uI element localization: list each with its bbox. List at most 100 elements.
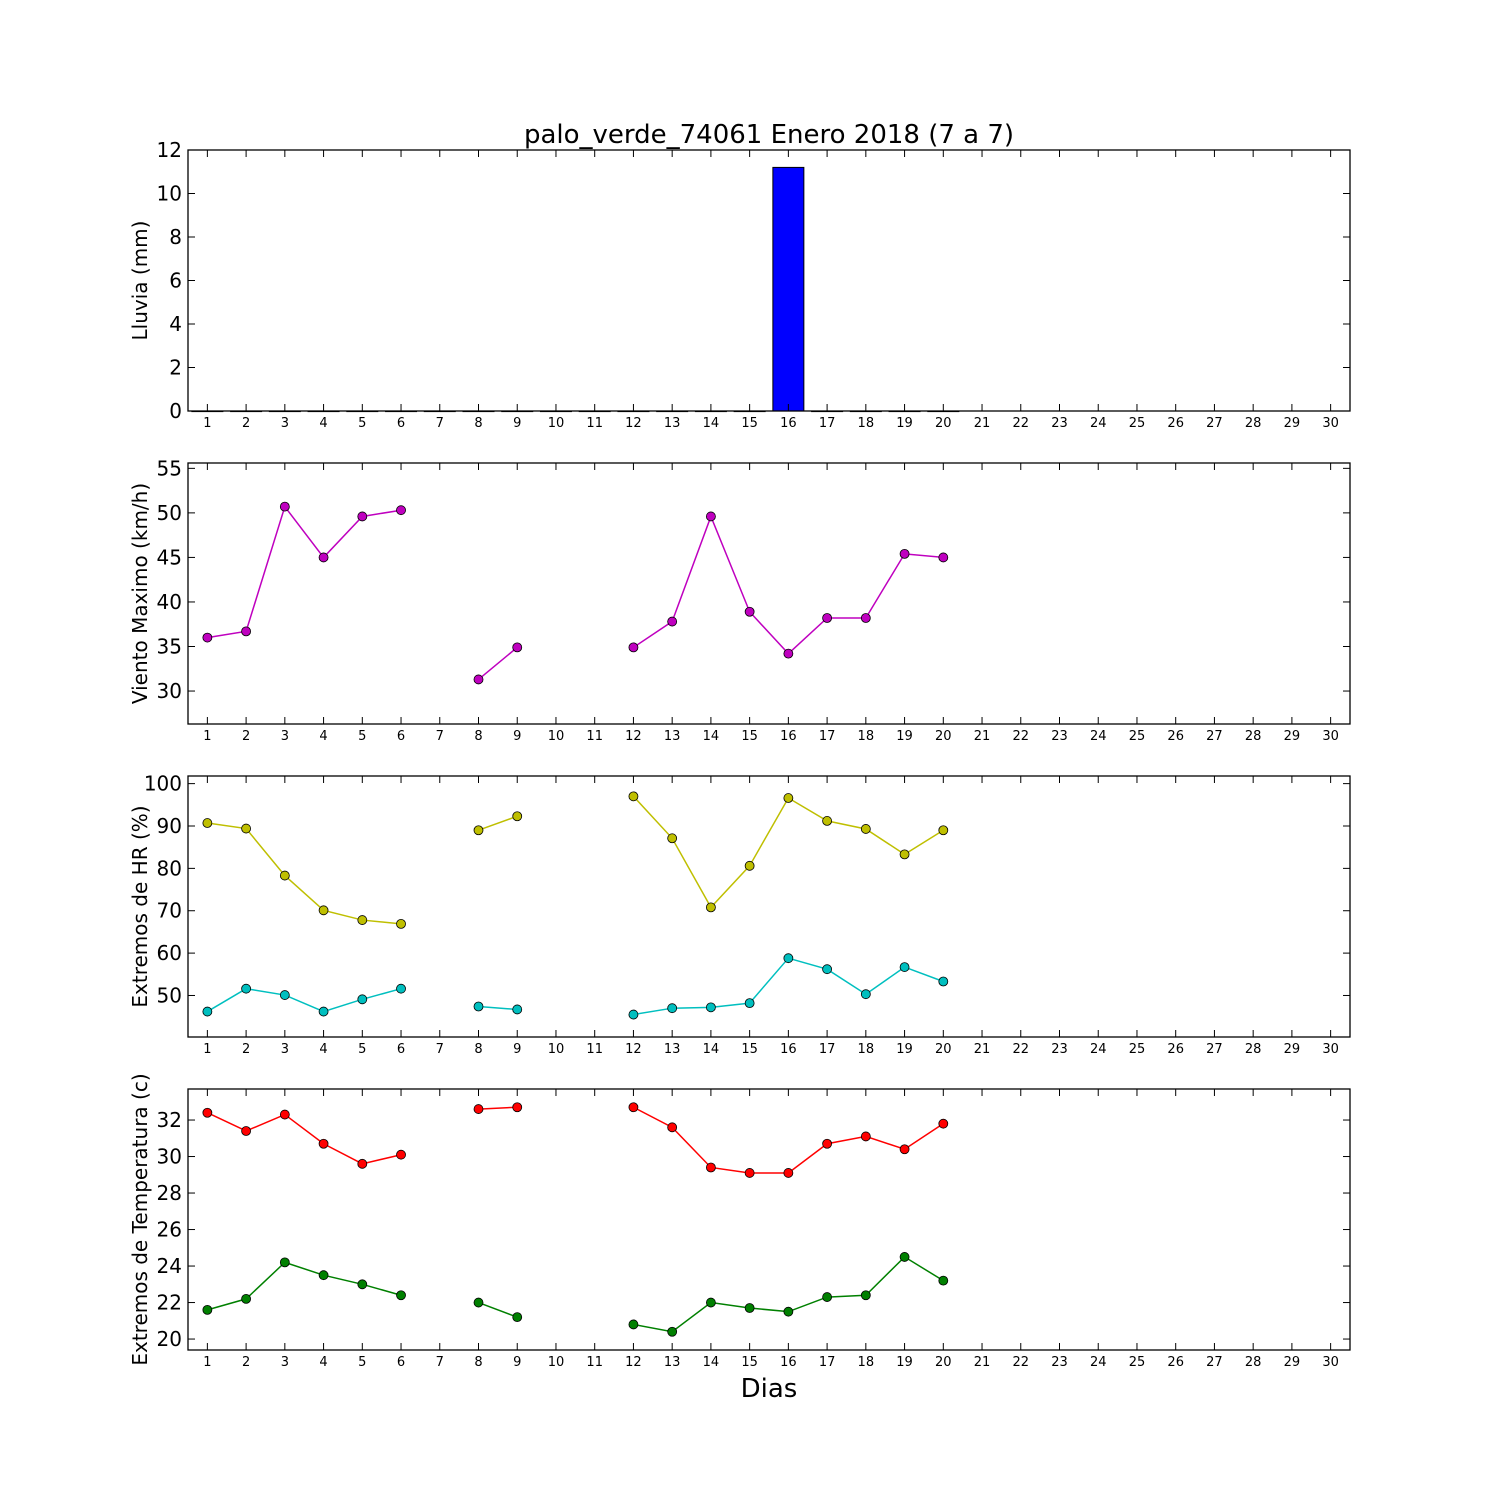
data-point — [473, 674, 484, 685]
data-point — [822, 816, 832, 826]
data-point — [860, 613, 871, 623]
x-tick-label: 5 — [358, 1355, 366, 1370]
x-tick-label: 18 — [858, 1355, 875, 1370]
x-tick-label: 11 — [586, 729, 603, 744]
y-tick-label: 55 — [157, 456, 182, 480]
data-point — [783, 953, 794, 964]
data-point — [938, 825, 949, 836]
x-tick-label: 14 — [703, 416, 720, 431]
data-point — [628, 642, 639, 653]
x-tick-label: 25 — [1129, 1355, 1146, 1370]
data-point — [822, 1138, 832, 1149]
data-point — [512, 1004, 523, 1015]
x-tick-label: 30 — [1322, 729, 1339, 744]
x-axis-label: Dias — [741, 1374, 798, 1404]
x-tick-label: 24 — [1090, 729, 1107, 744]
x-tick-label: 18 — [858, 416, 875, 431]
x-tick-label: 22 — [1012, 1042, 1029, 1057]
data-point — [357, 1279, 368, 1290]
x-tick-label: 22 — [1012, 729, 1029, 744]
data-point — [667, 1326, 678, 1337]
x-tick-label: 13 — [664, 416, 681, 431]
x-tick-label: 10 — [548, 1355, 565, 1370]
data-point — [241, 1126, 252, 1136]
data-point — [241, 983, 252, 994]
data-point — [783, 793, 794, 803]
x-tick-label: 17 — [819, 729, 836, 744]
data-point — [357, 511, 368, 522]
x-tick-label: 4 — [319, 1042, 327, 1057]
x-tick-label: 1 — [203, 1355, 211, 1370]
x-tick-label: 21 — [974, 1042, 991, 1057]
x-tick-label: 9 — [513, 729, 521, 744]
x-tick-label: 13 — [664, 729, 681, 744]
data-point — [628, 1009, 639, 1020]
x-tick-label: 30 — [1322, 1042, 1339, 1057]
x-tick-label: 7 — [436, 1042, 444, 1057]
data-point — [318, 1138, 329, 1149]
series-line — [478, 646, 518, 681]
x-tick-label: 29 — [1284, 1355, 1301, 1370]
x-tick-label: 10 — [548, 1042, 565, 1057]
x-tick-label: 21 — [974, 729, 991, 744]
x-tick-label: 12 — [625, 729, 642, 744]
x-tick-label: 8 — [474, 416, 482, 431]
data-point — [473, 1297, 484, 1308]
x-tick-label: 3 — [281, 416, 289, 431]
x-tick-label: 29 — [1284, 1042, 1301, 1057]
data-point — [938, 1275, 949, 1286]
x-tick-label: 8 — [474, 1042, 482, 1057]
x-tick-label: 6 — [397, 1355, 405, 1370]
x-tick-label: 3 — [281, 1355, 289, 1370]
x-tick-label: 26 — [1167, 416, 1184, 431]
x-tick-label: 19 — [896, 1355, 913, 1370]
x-tick-label: 15 — [741, 1042, 758, 1057]
x-tick-label: 12 — [625, 416, 642, 431]
x-tick-label: 29 — [1284, 729, 1301, 744]
data-point — [202, 1107, 213, 1118]
x-tick-label: 6 — [397, 416, 405, 431]
series-line — [478, 815, 518, 831]
data-point — [783, 1306, 794, 1317]
x-tick-label: 14 — [703, 1355, 720, 1370]
y-axis-label: Extremos de Temperatura (c) — [128, 1073, 152, 1365]
y-tick-label: 22 — [157, 1291, 182, 1315]
x-tick-label: 10 — [548, 729, 565, 744]
x-tick-label: 24 — [1090, 416, 1107, 431]
x-tick-label: 13 — [664, 1355, 681, 1370]
series-line — [206, 987, 402, 1013]
x-tick-label: 14 — [703, 729, 720, 744]
x-tick-label: 16 — [780, 729, 797, 744]
y-tick-label: 30 — [157, 679, 182, 703]
data-point — [241, 1294, 252, 1304]
x-tick-label: 6 — [397, 1042, 405, 1057]
data-point — [667, 1122, 678, 1133]
x-tick-label: 2 — [242, 416, 250, 431]
x-tick-label: 12 — [625, 1355, 642, 1370]
x-tick-label: 25 — [1129, 729, 1146, 744]
x-tick-label: 15 — [741, 1355, 758, 1370]
data-point — [628, 1319, 639, 1330]
y-tick-label: 24 — [157, 1254, 182, 1278]
data-point — [899, 1252, 910, 1262]
x-tick-label: 16 — [780, 1355, 797, 1370]
series-line — [207, 505, 402, 639]
x-tick-label: 12 — [625, 1042, 642, 1057]
x-tick-label: 9 — [513, 416, 521, 431]
x-tick-label: 16 — [780, 1042, 797, 1057]
x-tick-label: 23 — [1051, 729, 1068, 744]
y-tick-label: 6 — [169, 269, 182, 293]
data-point — [202, 1006, 213, 1017]
x-tick-label: 20 — [935, 416, 952, 431]
x-tick-label: 21 — [974, 416, 991, 431]
data-point — [938, 976, 949, 987]
x-tick-label: 27 — [1206, 1042, 1223, 1057]
x-tick-label: 22 — [1012, 416, 1029, 431]
plot-frame — [187, 1088, 1351, 1351]
data-point — [744, 998, 755, 1008]
series-line — [207, 1112, 402, 1165]
data-point — [667, 833, 678, 844]
